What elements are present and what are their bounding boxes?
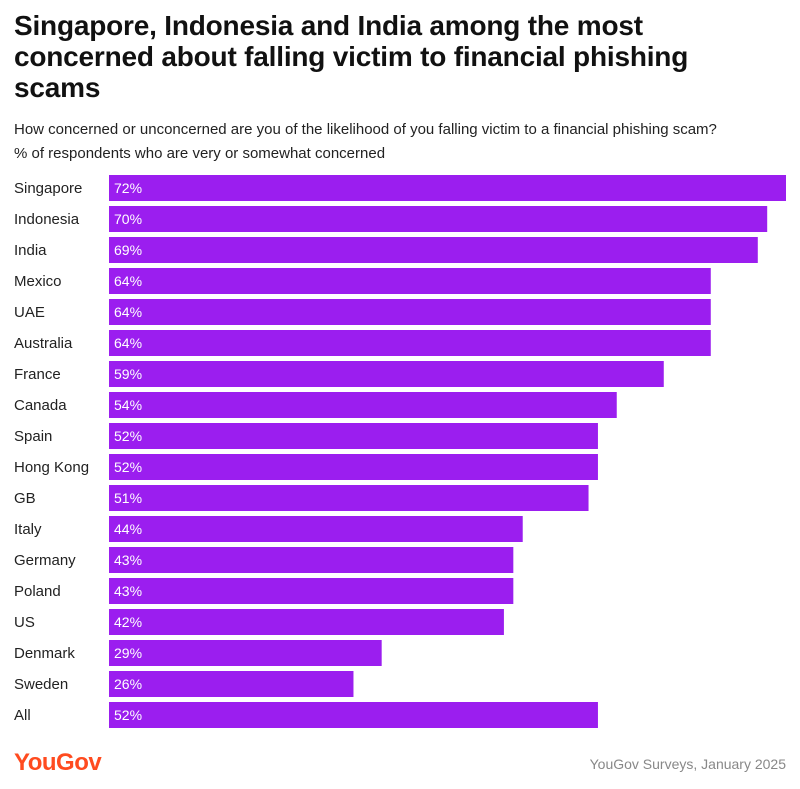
category-label-indonesia: Indonesia <box>14 211 80 228</box>
value-label-all: 52% <box>114 707 142 723</box>
value-label-spain: 52% <box>114 428 142 444</box>
bar-denmark <box>109 640 382 666</box>
category-label-france: France <box>14 366 61 383</box>
bar-poland <box>109 578 514 604</box>
category-label-denmark: Denmark <box>14 645 75 662</box>
bar-canada <box>109 392 617 418</box>
chart-title: Singapore, Indonesia and India among the… <box>14 10 689 103</box>
value-label-us: 42% <box>114 614 142 630</box>
value-label-france: 59% <box>114 366 142 382</box>
category-label-spain: Spain <box>14 428 52 445</box>
value-label-canada: 54% <box>114 397 142 413</box>
chart-subtitle: How concerned or unconcerned are you of … <box>14 118 794 166</box>
value-label-india: 69% <box>114 242 142 258</box>
value-label-denmark: 29% <box>114 645 142 661</box>
bar-indonesia <box>109 206 768 232</box>
bar-gb <box>109 485 589 511</box>
subtitle-question: How concerned or unconcerned are you of … <box>14 121 717 138</box>
bar-hong-kong <box>109 454 598 480</box>
bar-singapore <box>109 175 786 201</box>
subtitle-measure: % of respondents who are very or somewha… <box>14 145 386 162</box>
category-label-canada: Canada <box>14 397 67 414</box>
bar-uae <box>109 299 711 325</box>
value-label-gb: 51% <box>114 490 142 506</box>
bar-all <box>109 702 598 728</box>
bar-sweden <box>109 671 354 697</box>
value-label-germany: 43% <box>114 552 142 568</box>
value-label-singapore: 72% <box>114 180 142 196</box>
category-label-gb: GB <box>14 490 36 507</box>
category-label-germany: Germany <box>14 552 76 569</box>
bar-mexico <box>109 268 711 294</box>
category-label-mexico: Mexico <box>14 273 62 290</box>
category-label-india: India <box>14 242 47 259</box>
category-label-us: US <box>14 614 35 631</box>
category-label-uae: UAE <box>14 304 45 321</box>
value-label-sweden: 26% <box>114 676 142 692</box>
bar-australia <box>109 330 711 356</box>
value-label-poland: 43% <box>114 583 142 599</box>
value-label-australia: 64% <box>114 335 142 351</box>
bar-france <box>109 361 664 387</box>
value-label-uae: 64% <box>114 304 142 320</box>
category-label-sweden: Sweden <box>14 676 68 693</box>
source-note: YouGov Surveys, January 2025 <box>589 756 786 772</box>
category-label-all: All <box>14 707 31 724</box>
bar-chart: Singapore 72% Indonesia 70% India 69% Mexico 64… <box>14 175 786 728</box>
bar-italy <box>109 516 523 542</box>
bar-india <box>109 237 758 263</box>
value-label-indonesia: 70% <box>114 211 142 227</box>
bar-germany <box>109 547 514 573</box>
value-label-hong-kong: 52% <box>114 459 142 475</box>
category-label-hong-kong: Hong Kong <box>14 459 89 476</box>
category-label-poland: Poland <box>14 583 61 600</box>
value-label-italy: 44% <box>114 521 142 537</box>
category-label-italy: Italy <box>14 521 42 538</box>
bar-spain <box>109 423 598 449</box>
bar-us <box>109 609 504 635</box>
category-label-australia: Australia <box>14 335 73 352</box>
category-label-singapore: Singapore <box>14 180 82 197</box>
yougov-logo: YouGov <box>14 749 102 776</box>
value-label-mexico: 64% <box>114 273 142 289</box>
